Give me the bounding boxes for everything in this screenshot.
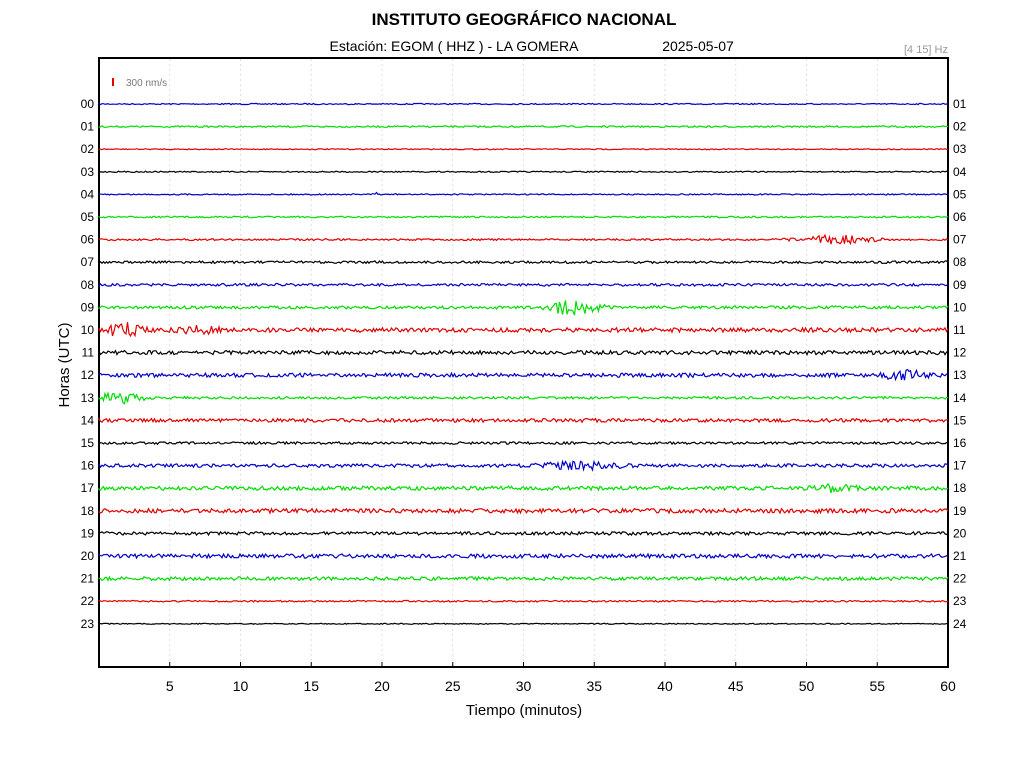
hour-label-right: 01 xyxy=(953,97,967,111)
hour-label-right: 20 xyxy=(953,526,967,540)
hour-label-left: 14 xyxy=(81,413,95,427)
trace-hour-21 xyxy=(98,575,949,582)
hour-label-right: 05 xyxy=(953,187,967,201)
hour-label-left: 16 xyxy=(81,459,95,473)
hour-label-right: 21 xyxy=(953,549,967,563)
trace-group xyxy=(98,102,949,626)
hour-label-left: 08 xyxy=(81,278,95,292)
hour-label-left: 15 xyxy=(81,436,95,450)
hour-label-right: 14 xyxy=(953,391,967,405)
trace-hour-15 xyxy=(98,440,949,446)
hour-label-left: 07 xyxy=(81,255,95,269)
trace-hour-10 xyxy=(98,322,949,338)
hour-label-right: 18 xyxy=(953,481,967,495)
trace-hour-07 xyxy=(98,260,949,265)
hour-label-left: 19 xyxy=(81,526,95,540)
hour-label-left: 22 xyxy=(81,594,95,608)
trace-hour-20 xyxy=(98,552,949,560)
hour-label-left: 04 xyxy=(81,187,95,201)
x-tick-label: 30 xyxy=(516,678,532,694)
hour-label-left: 23 xyxy=(81,617,95,631)
station-label: Estación: EGOM ( HHZ ) - LA GOMERA xyxy=(330,38,580,54)
x-tick-label: 45 xyxy=(728,678,744,694)
hour-label-right: 03 xyxy=(953,142,967,156)
grid-lines xyxy=(169,59,878,666)
hour-label-left: 17 xyxy=(81,481,95,495)
hour-label-right: 13 xyxy=(953,368,967,382)
x-tick-labels: 5 10 15 20 25 30 35 40 45 50 55 60 xyxy=(166,662,956,694)
x-tick-label: 15 xyxy=(303,678,319,694)
x-tick-label: 35 xyxy=(586,678,602,694)
trace-hour-04 xyxy=(98,191,949,196)
frequency-band-label: [4 15] Hz xyxy=(904,44,948,56)
hour-label-left: 05 xyxy=(81,210,95,224)
trace-hour-16 xyxy=(98,459,949,472)
hour-label-right: 04 xyxy=(953,165,967,179)
hour-label-left: 21 xyxy=(81,572,95,586)
x-tick-label: 60 xyxy=(940,678,956,694)
trace-hour-02 xyxy=(98,148,949,151)
x-tick-label: 5 xyxy=(166,678,174,694)
date-label: 2025-05-07 xyxy=(662,38,734,54)
hour-label-right: 09 xyxy=(953,278,967,292)
trace-hour-00 xyxy=(98,102,949,106)
hour-label-right: 08 xyxy=(953,255,967,269)
scale-label: 300 nm/s xyxy=(126,78,167,89)
trace-hour-09 xyxy=(98,300,949,316)
hour-label-right: 22 xyxy=(953,572,967,586)
hour-label-left: 13 xyxy=(81,391,95,405)
scale-bar xyxy=(112,78,114,86)
hour-label-left: 12 xyxy=(81,368,95,382)
y-axis-label: Horas (UTC) xyxy=(56,322,73,407)
hour-label-right: 02 xyxy=(953,120,967,134)
trace-hour-13 xyxy=(98,390,949,405)
x-tick-label: 55 xyxy=(869,678,885,694)
hour-label-left: 06 xyxy=(81,233,95,247)
trace-hour-17 xyxy=(98,482,949,494)
trace-hour-19 xyxy=(98,530,949,537)
hour-label-left: 20 xyxy=(81,549,95,563)
x-tick-label: 20 xyxy=(374,678,390,694)
trace-hour-22 xyxy=(98,599,949,603)
right-hour-labels: 01 02 03 04 05 06 07 08 09 10 11 12 13 14 15 16 17 18 19 20… xyxy=(953,97,967,631)
hour-label-left: 18 xyxy=(81,504,95,518)
hour-label-left: 10 xyxy=(81,323,95,337)
x-tick-label: 10 xyxy=(233,678,249,694)
hour-label-right: 07 xyxy=(953,233,967,247)
trace-hour-01 xyxy=(98,124,948,129)
x-axis-label: Tiempo (minutos) xyxy=(466,702,582,719)
trace-hour-18 xyxy=(98,507,949,515)
trace-hour-14 xyxy=(98,416,949,424)
hour-label-right: 16 xyxy=(953,436,967,450)
x-tick-label: 25 xyxy=(445,678,461,694)
trace-hour-12 xyxy=(98,368,949,382)
hour-label-right: 23 xyxy=(953,594,967,608)
x-tick-label: 50 xyxy=(799,678,815,694)
hour-label-left: 01 xyxy=(81,120,95,134)
trace-hour-05 xyxy=(98,215,949,219)
hour-label-right: 06 xyxy=(953,210,967,224)
hour-label-left: 09 xyxy=(81,300,95,314)
hour-label-right: 10 xyxy=(953,300,967,314)
hour-label-left: 11 xyxy=(82,346,95,360)
hour-label-right: 19 xyxy=(953,504,967,518)
hour-label-right: 12 xyxy=(953,346,967,360)
hour-label-left: 00 xyxy=(81,97,95,111)
trace-hour-11 xyxy=(98,349,949,357)
trace-hour-23 xyxy=(98,622,949,626)
hour-label-right: 15 xyxy=(953,413,967,427)
trace-hour-03 xyxy=(98,170,949,174)
chart-title: INSTITUTO GEOGRÁFICO NACIONAL xyxy=(372,10,677,29)
trace-hour-06 xyxy=(98,233,949,246)
x-tick-label: 40 xyxy=(657,678,673,694)
hour-label-right: 17 xyxy=(953,459,967,473)
hour-label-right: 24 xyxy=(953,617,967,631)
left-hour-labels: 00 01 02 03 04 05 06 07 08 09 10 11 12 13 14 15 16 17 18 19… xyxy=(81,97,95,631)
hour-label-right: 11 xyxy=(953,323,966,337)
trace-hour-08 xyxy=(98,282,949,289)
hour-label-left: 02 xyxy=(81,142,95,156)
hour-label-left: 03 xyxy=(81,165,95,179)
